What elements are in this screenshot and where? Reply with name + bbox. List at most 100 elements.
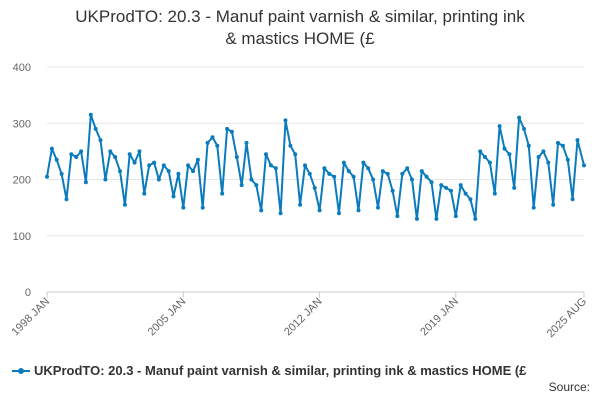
- data-point[interactable]: [225, 126, 230, 131]
- data-point[interactable]: [278, 211, 283, 216]
- data-point[interactable]: [507, 152, 512, 157]
- data-point[interactable]: [122, 202, 127, 207]
- data-point[interactable]: [582, 163, 586, 168]
- data-point[interactable]: [156, 177, 161, 182]
- data-point[interactable]: [288, 143, 293, 148]
- data-point[interactable]: [181, 205, 186, 210]
- data-point[interactable]: [88, 112, 93, 117]
- data-point[interactable]: [536, 155, 541, 159]
- data-point[interactable]: [205, 140, 210, 145]
- data-point[interactable]: [439, 183, 444, 188]
- data-point[interactable]: [176, 171, 181, 176]
- data-point[interactable]: [512, 185, 517, 190]
- data-point[interactable]: [380, 169, 385, 174]
- data-point[interactable]: [268, 163, 273, 168]
- data-point[interactable]: [551, 202, 556, 207]
- data-point[interactable]: [210, 135, 215, 140]
- data-point[interactable]: [45, 174, 49, 179]
- data-point[interactable]: [424, 174, 429, 179]
- data-point[interactable]: [517, 115, 522, 120]
- data-point[interactable]: [264, 152, 268, 157]
- data-point[interactable]: [531, 205, 536, 210]
- data-point[interactable]: [254, 183, 259, 188]
- data-point[interactable]: [273, 166, 278, 171]
- data-point[interactable]: [546, 160, 551, 165]
- data-point[interactable]: [220, 191, 225, 196]
- data-point[interactable]: [234, 155, 239, 159]
- data-point[interactable]: [458, 183, 463, 188]
- data-point[interactable]: [147, 163, 152, 168]
- data-point[interactable]: [487, 160, 492, 165]
- data-point[interactable]: [108, 149, 113, 154]
- data-point[interactable]: [49, 146, 54, 151]
- data-point[interactable]: [307, 171, 312, 176]
- data-point[interactable]: [59, 171, 64, 176]
- data-point[interactable]: [570, 197, 575, 202]
- data-point[interactable]: [79, 149, 84, 154]
- data-point[interactable]: [103, 177, 108, 182]
- data-point[interactable]: [152, 160, 157, 165]
- data-point[interactable]: [195, 157, 200, 162]
- data-point[interactable]: [449, 188, 453, 193]
- data-point[interactable]: [83, 180, 88, 185]
- data-point[interactable]: [137, 149, 142, 154]
- data-point[interactable]: [492, 191, 497, 196]
- data-point[interactable]: [283, 118, 288, 123]
- data-point[interactable]: [69, 152, 74, 157]
- data-point[interactable]: [118, 169, 122, 174]
- data-point[interactable]: [565, 157, 570, 162]
- data-point[interactable]: [444, 185, 449, 190]
- data-point[interactable]: [93, 126, 98, 131]
- data-point[interactable]: [229, 129, 234, 134]
- data-point[interactable]: [478, 149, 483, 154]
- data-point[interactable]: [346, 169, 351, 174]
- data-point[interactable]: [376, 205, 380, 210]
- data-point[interactable]: [385, 171, 390, 176]
- data-point[interactable]: [161, 163, 166, 168]
- data-point[interactable]: [337, 211, 341, 216]
- data-point[interactable]: [405, 166, 410, 171]
- data-point[interactable]: [142, 191, 147, 196]
- data-point[interactable]: [522, 126, 526, 131]
- data-point[interactable]: [468, 197, 473, 202]
- data-point[interactable]: [463, 191, 468, 196]
- data-point[interactable]: [54, 157, 59, 162]
- data-point[interactable]: [113, 155, 118, 159]
- data-point[interactable]: [429, 180, 434, 185]
- legend[interactable]: UKProdTO: 20.3 - Manuf paint varnish & s…: [12, 363, 526, 378]
- data-point[interactable]: [322, 166, 327, 171]
- data-point[interactable]: [171, 194, 176, 199]
- data-point[interactable]: [249, 177, 254, 182]
- data-point[interactable]: [166, 169, 171, 174]
- data-point[interactable]: [556, 140, 560, 145]
- data-point[interactable]: [356, 208, 361, 213]
- data-point[interactable]: [410, 177, 414, 182]
- data-point[interactable]: [453, 214, 458, 219]
- data-point[interactable]: [497, 124, 502, 129]
- data-point[interactable]: [366, 166, 371, 171]
- data-point[interactable]: [400, 171, 405, 176]
- data-point[interactable]: [419, 169, 424, 174]
- data-point[interactable]: [395, 214, 400, 219]
- data-point[interactable]: [473, 216, 478, 221]
- data-point[interactable]: [298, 202, 303, 207]
- data-point[interactable]: [483, 155, 487, 159]
- data-point[interactable]: [186, 163, 191, 168]
- data-point[interactable]: [303, 163, 307, 168]
- data-point[interactable]: [390, 188, 395, 193]
- data-point[interactable]: [312, 185, 317, 190]
- data-point[interactable]: [259, 208, 264, 213]
- data-point[interactable]: [293, 152, 298, 157]
- data-point[interactable]: [200, 205, 205, 210]
- data-point[interactable]: [414, 216, 419, 221]
- data-point[interactable]: [434, 216, 439, 221]
- data-point[interactable]: [526, 143, 531, 148]
- data-point[interactable]: [361, 160, 366, 165]
- data-point[interactable]: [239, 183, 244, 188]
- data-point[interactable]: [371, 177, 376, 182]
- data-point[interactable]: [64, 197, 69, 202]
- data-point[interactable]: [341, 160, 346, 165]
- data-point[interactable]: [74, 155, 79, 159]
- data-point[interactable]: [127, 152, 132, 157]
- data-point[interactable]: [244, 140, 249, 145]
